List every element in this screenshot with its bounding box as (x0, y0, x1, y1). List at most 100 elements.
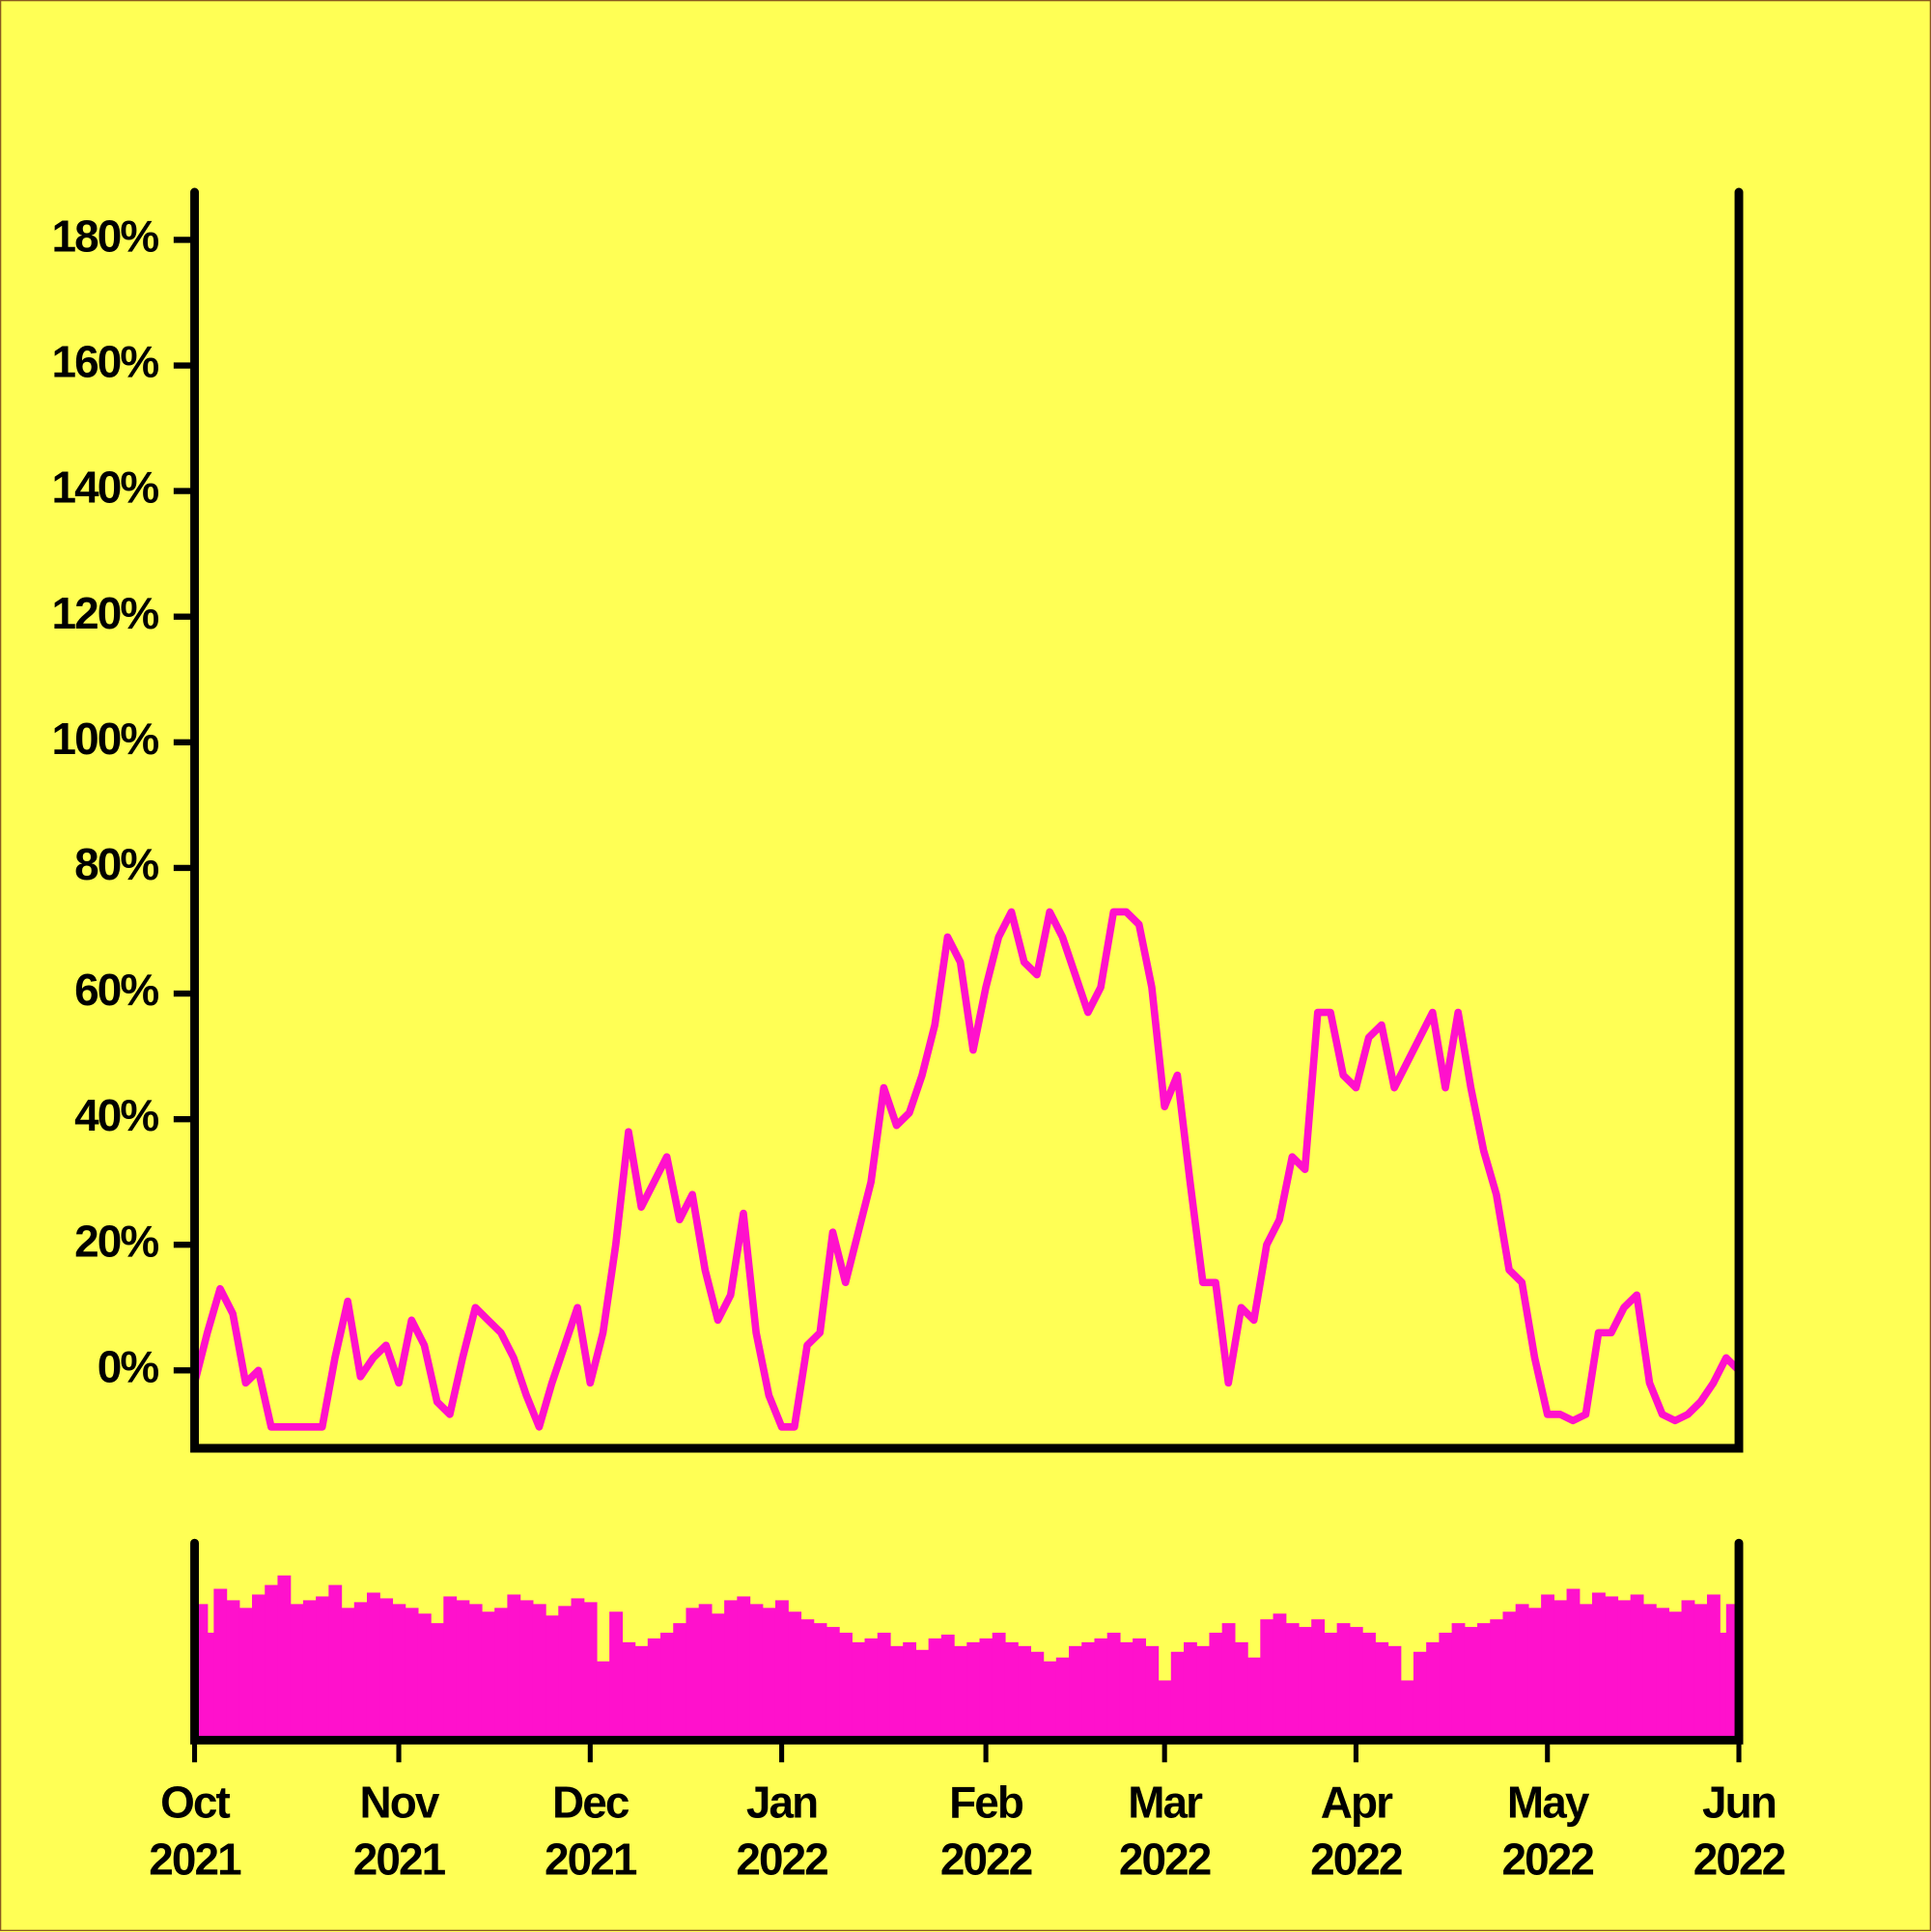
x-tick-label: Mar 2022 (1118, 1777, 1212, 1885)
volume-bar (800, 1619, 815, 1738)
volume-bar (1693, 1604, 1708, 1738)
volume-bar (1285, 1623, 1300, 1738)
volume-bar (201, 1633, 214, 1738)
volume-bar (1477, 1623, 1491, 1738)
y-tick-label: 100% (51, 714, 158, 764)
volume-bar (634, 1645, 649, 1738)
volume-bar (660, 1633, 674, 1738)
volume-bar (1069, 1645, 1082, 1738)
volume-bar (826, 1627, 840, 1738)
volume-bar (252, 1594, 266, 1738)
x-tick-label: Dec 2021 (545, 1777, 637, 1885)
volume-bar (1081, 1641, 1096, 1738)
volume-bar (1642, 1604, 1657, 1738)
volume-bar (1349, 1627, 1363, 1738)
volume-bar (481, 1611, 495, 1738)
x-tick-label: Feb 2022 (939, 1777, 1033, 1885)
volume-bar (277, 1575, 292, 1738)
volume-bar (609, 1611, 624, 1738)
volume-bar (762, 1608, 776, 1738)
y-tick-label: 20% (74, 1216, 158, 1266)
volume-frame (190, 1538, 1744, 1745)
volume-bar (1119, 1641, 1133, 1738)
volume-bar (443, 1596, 458, 1738)
volume-bar (940, 1634, 955, 1738)
volume-bar (788, 1611, 802, 1738)
volume-bar (1681, 1600, 1695, 1738)
volume-bar (1133, 1638, 1146, 1738)
volume-bar (1579, 1604, 1593, 1738)
volume-bar (1234, 1641, 1248, 1738)
volume-bar (213, 1588, 228, 1738)
volume-bar (558, 1606, 573, 1738)
volume-bar (724, 1600, 738, 1738)
volume-bar (698, 1604, 713, 1738)
y-tick-label: 0% (98, 1341, 159, 1391)
volume-bar (392, 1604, 406, 1738)
volume-bar (966, 1641, 981, 1738)
volume-bar (1375, 1641, 1389, 1738)
volume-bar (1030, 1651, 1045, 1738)
volume-bar (290, 1604, 304, 1738)
volume-bar (979, 1638, 993, 1738)
volume-bar (1273, 1613, 1287, 1738)
volume-bar (431, 1623, 444, 1738)
volume-bar (711, 1613, 725, 1738)
volume-bar (328, 1584, 343, 1738)
x-tick-label: Jan 2022 (736, 1777, 828, 1885)
volume-bar (1004, 1641, 1019, 1738)
volume-bar (864, 1638, 879, 1738)
volume-bar (749, 1604, 764, 1738)
volume-bar (686, 1608, 700, 1738)
x-tick-label: Apr 2022 (1310, 1777, 1403, 1885)
volume-bar (954, 1645, 967, 1738)
x-tick-label: May 2022 (1501, 1777, 1594, 1885)
volume-bar (494, 1608, 509, 1738)
volume-bar (366, 1592, 380, 1738)
volume-bar (468, 1604, 483, 1738)
volume-bar (302, 1600, 317, 1738)
volume-bar (1592, 1592, 1606, 1738)
volume-bar (1221, 1623, 1236, 1738)
volume-bar (1630, 1594, 1644, 1738)
volume-bar (647, 1638, 661, 1738)
y-tick-label: 180% (51, 211, 158, 262)
volume-bar (1043, 1661, 1057, 1738)
volume-bar (903, 1641, 917, 1738)
volume-bar (1464, 1627, 1478, 1738)
volume-bar (353, 1602, 368, 1738)
volume-bar (673, 1623, 687, 1738)
volume-bar (417, 1613, 432, 1738)
volume-bar (1413, 1651, 1427, 1738)
y-tick-label: 40% (74, 1090, 158, 1140)
y-tick-label: 140% (51, 462, 158, 513)
volume-bar (1439, 1633, 1453, 1738)
volume-bar (839, 1633, 853, 1738)
volume-bar (583, 1602, 598, 1738)
volume-bar (1336, 1623, 1351, 1738)
volume-bar (915, 1649, 930, 1738)
volume-bar (1617, 1600, 1632, 1738)
volume-bar (1451, 1623, 1466, 1738)
x-tick-label: Jun 2022 (1693, 1777, 1786, 1885)
volume-bar (265, 1584, 279, 1738)
volume-bar (379, 1598, 394, 1738)
volume-bar (1094, 1638, 1108, 1738)
x-tick-label: Oct 2021 (149, 1777, 241, 1885)
volume-bar (1158, 1680, 1172, 1738)
volume-bar (596, 1661, 610, 1738)
volume-bar (1515, 1604, 1529, 1738)
volume-bar (1566, 1588, 1581, 1738)
volume-bar (1387, 1645, 1402, 1738)
volume-bar (571, 1598, 585, 1738)
y-tick-label: 160% (51, 337, 158, 387)
volume-bar (813, 1623, 827, 1738)
volume-bar (1706, 1594, 1721, 1738)
volume-bar (456, 1600, 470, 1738)
volume-bar (238, 1608, 253, 1738)
volume-bar (1668, 1611, 1683, 1738)
volume-bar (1502, 1611, 1517, 1738)
volume-bar (316, 1596, 329, 1738)
